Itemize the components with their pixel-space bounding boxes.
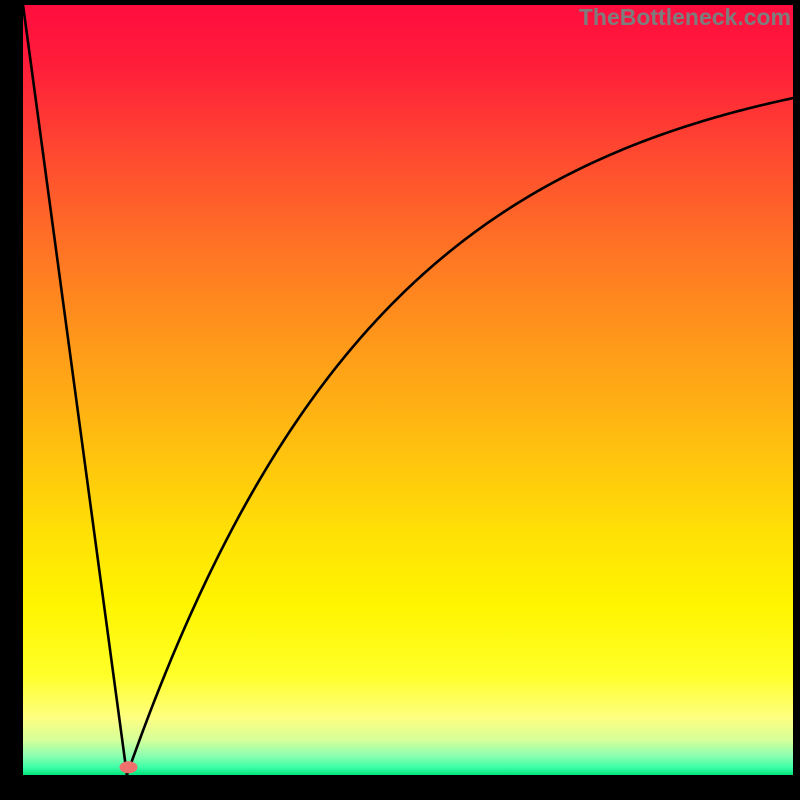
watermark-text: TheBottleneck.com bbox=[579, 4, 791, 31]
minimum-marker bbox=[119, 761, 137, 773]
plot-area bbox=[23, 5, 793, 775]
bottleneck-curve bbox=[23, 5, 793, 775]
chart-frame: TheBottleneck.com bbox=[0, 0, 800, 800]
